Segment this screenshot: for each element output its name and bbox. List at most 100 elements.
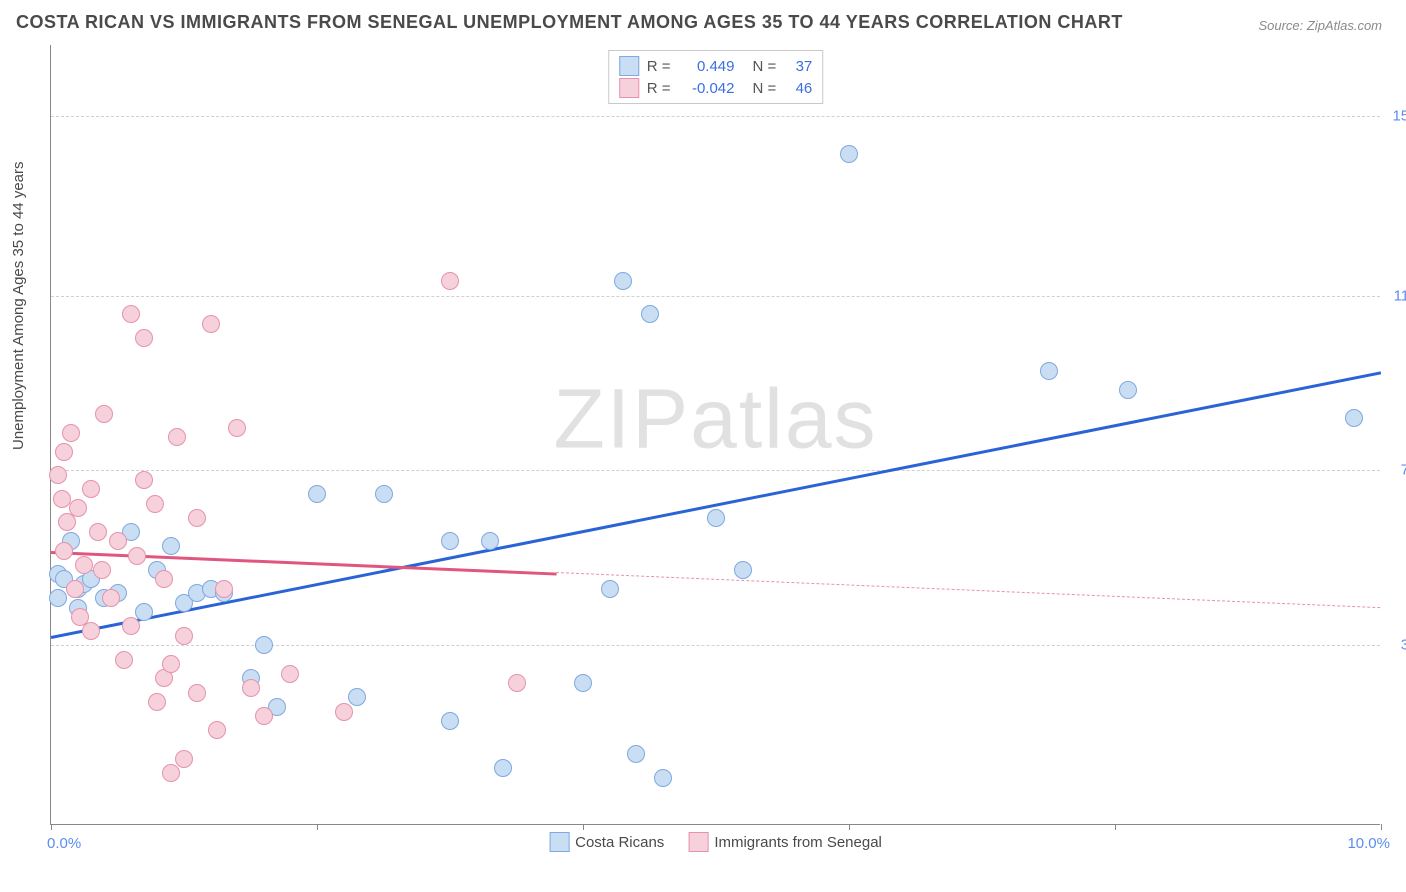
correlation-legend: R = 0.449 N = 37 R = -0.042 N = 46 <box>608 50 824 104</box>
legend-item: Costa Ricans <box>549 832 664 852</box>
data-point <box>75 556 93 574</box>
r-label: R = <box>647 80 671 97</box>
data-point <box>109 532 127 550</box>
data-point <box>82 622 100 640</box>
data-point <box>641 305 659 323</box>
legend-swatch <box>619 78 639 98</box>
data-point <box>128 547 146 565</box>
data-point <box>654 769 672 787</box>
data-point <box>115 651 133 669</box>
data-point <box>135 329 153 347</box>
data-point <box>202 315 220 333</box>
data-point <box>1119 381 1137 399</box>
data-point <box>1040 362 1058 380</box>
data-point <box>707 509 725 527</box>
watermark: ZIPatlas <box>553 370 877 467</box>
data-point <box>55 542 73 560</box>
data-point <box>93 561 111 579</box>
r-label: R = <box>647 58 671 75</box>
data-point <box>441 272 459 290</box>
y-tick-label: 15.0% <box>1385 107 1406 124</box>
data-point <box>441 712 459 730</box>
data-point <box>494 759 512 777</box>
data-point <box>734 561 752 579</box>
data-point <box>146 495 164 513</box>
source-attribution: Source: ZipAtlas.com <box>1258 18 1382 33</box>
n-value: 37 <box>784 58 812 75</box>
legend-row: R = 0.449 N = 37 <box>619 55 813 77</box>
data-point <box>228 419 246 437</box>
legend-label: Costa Ricans <box>575 834 664 851</box>
n-label: N = <box>753 58 777 75</box>
data-point <box>148 693 166 711</box>
trend-line-extrapolated <box>556 572 1381 608</box>
n-value: 46 <box>784 80 812 97</box>
y-axis-label: Unemployment Among Ages 35 to 44 years <box>10 161 27 450</box>
data-point <box>1345 409 1363 427</box>
data-point <box>162 537 180 555</box>
series-legend: Costa Ricans Immigrants from Senegal <box>549 832 882 852</box>
data-point <box>69 499 87 517</box>
data-point <box>155 570 173 588</box>
data-point <box>614 272 632 290</box>
x-tick-mark <box>849 824 850 830</box>
x-tick-mark <box>51 824 52 830</box>
legend-swatch <box>619 56 639 76</box>
legend-row: R = -0.042 N = 46 <box>619 77 813 99</box>
legend-item: Immigrants from Senegal <box>688 832 882 852</box>
data-point <box>122 617 140 635</box>
data-point <box>135 603 153 621</box>
data-point <box>55 443 73 461</box>
x-axis-max-label: 10.0% <box>1347 835 1390 852</box>
n-label: N = <box>753 80 777 97</box>
x-tick-mark <box>1115 824 1116 830</box>
data-point <box>95 405 113 423</box>
data-point <box>49 466 67 484</box>
data-point <box>162 764 180 782</box>
scatter-chart: ZIPatlas R =0.449N =37R =-0.042N =46 Cos… <box>50 45 1380 825</box>
data-point <box>175 627 193 645</box>
data-point <box>508 674 526 692</box>
data-point <box>208 721 226 739</box>
data-point <box>308 485 326 503</box>
data-point <box>62 424 80 442</box>
gridline <box>51 645 1380 646</box>
data-point <box>348 688 366 706</box>
data-point <box>66 580 84 598</box>
y-tick-label: 3.8% <box>1385 637 1406 654</box>
data-point <box>441 532 459 550</box>
data-point <box>481 532 499 550</box>
gridline <box>51 296 1380 297</box>
y-tick-label: 11.2% <box>1385 287 1406 304</box>
data-point <box>601 580 619 598</box>
data-point <box>135 471 153 489</box>
r-value: -0.042 <box>679 80 735 97</box>
legend-swatch <box>549 832 569 852</box>
data-point <box>168 428 186 446</box>
data-point <box>215 580 233 598</box>
x-tick-mark <box>583 824 584 830</box>
data-point <box>82 480 100 498</box>
data-point <box>627 745 645 763</box>
data-point <box>574 674 592 692</box>
data-point <box>188 684 206 702</box>
x-tick-mark <box>1381 824 1382 830</box>
data-point <box>255 707 273 725</box>
gridline <box>51 470 1380 471</box>
trend-line <box>51 551 557 576</box>
data-point <box>102 589 120 607</box>
r-value: 0.449 <box>679 58 735 75</box>
data-point <box>840 145 858 163</box>
data-point <box>175 750 193 768</box>
legend-label: Immigrants from Senegal <box>714 834 882 851</box>
data-point <box>335 703 353 721</box>
legend-swatch <box>688 832 708 852</box>
data-point <box>89 523 107 541</box>
x-tick-mark <box>317 824 318 830</box>
data-point <box>255 636 273 654</box>
data-point <box>49 589 67 607</box>
data-point <box>162 655 180 673</box>
data-point <box>242 679 260 697</box>
data-point <box>281 665 299 683</box>
data-point <box>188 509 206 527</box>
